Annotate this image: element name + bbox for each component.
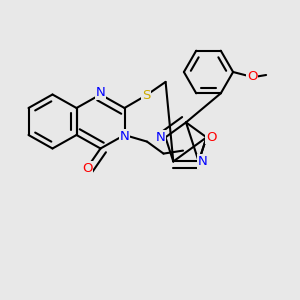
Text: N: N <box>197 155 207 168</box>
Text: N: N <box>120 130 129 143</box>
Text: S: S <box>142 89 150 102</box>
Text: N: N <box>96 86 105 100</box>
Text: N: N <box>156 131 166 144</box>
Text: O: O <box>206 131 216 144</box>
Text: O: O <box>82 161 92 175</box>
Text: O: O <box>247 70 257 83</box>
